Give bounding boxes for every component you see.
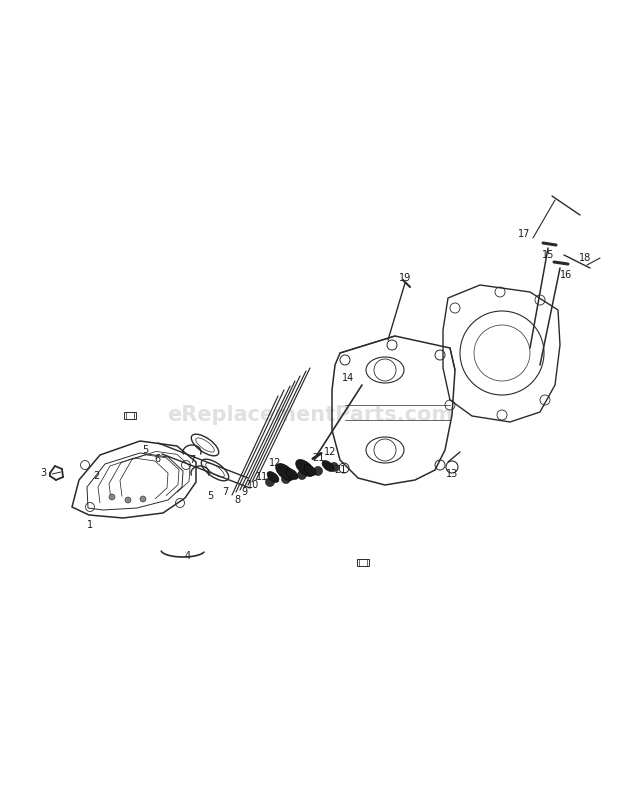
Text: 1: 1 (87, 520, 93, 530)
Text: 19: 19 (399, 273, 411, 283)
Text: eReplacementParts.com: eReplacementParts.com (167, 405, 453, 425)
Text: 9: 9 (241, 487, 247, 497)
Ellipse shape (322, 460, 334, 472)
Text: 3: 3 (40, 468, 46, 478)
Text: 14: 14 (342, 373, 354, 383)
Ellipse shape (296, 460, 314, 476)
Ellipse shape (304, 464, 316, 476)
Text: 15: 15 (542, 250, 554, 260)
Text: 18: 18 (579, 253, 591, 263)
Text: 12: 12 (269, 458, 281, 468)
Text: 5: 5 (142, 445, 148, 455)
Text: 13: 13 (446, 469, 458, 479)
Text: 6: 6 (154, 454, 160, 464)
Text: 21: 21 (334, 465, 346, 475)
Text: 2: 2 (93, 471, 99, 481)
Circle shape (298, 471, 306, 480)
Circle shape (265, 477, 275, 487)
Text: 11: 11 (256, 472, 268, 482)
Circle shape (109, 494, 115, 500)
Circle shape (281, 475, 291, 484)
Text: 10: 10 (247, 480, 259, 490)
Text: 5: 5 (207, 491, 213, 501)
Circle shape (125, 497, 131, 503)
Ellipse shape (267, 472, 279, 483)
Text: 8: 8 (234, 495, 240, 505)
Ellipse shape (276, 464, 294, 480)
Text: 12: 12 (324, 447, 336, 457)
Text: 7: 7 (222, 487, 228, 497)
Text: 7: 7 (189, 455, 195, 465)
Text: 4: 4 (185, 551, 191, 561)
Circle shape (140, 496, 146, 502)
Text: 16: 16 (560, 270, 572, 280)
Text: 17: 17 (518, 229, 530, 239)
Circle shape (314, 467, 322, 476)
Circle shape (329, 463, 339, 472)
Text: 21: 21 (312, 453, 324, 463)
Ellipse shape (286, 468, 298, 480)
